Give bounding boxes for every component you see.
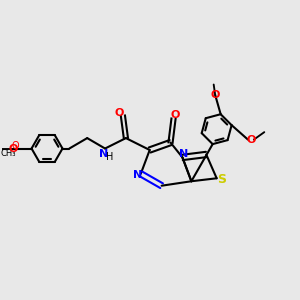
Text: H: H <box>106 152 113 162</box>
Text: N: N <box>99 149 108 159</box>
Text: O: O <box>247 135 256 145</box>
Text: N: N <box>179 149 189 159</box>
Text: O: O <box>115 108 124 118</box>
Text: CH₃: CH₃ <box>1 149 16 158</box>
Text: O: O <box>170 110 180 120</box>
Text: O: O <box>211 90 220 100</box>
Text: O: O <box>8 143 17 154</box>
Text: N: N <box>133 170 142 180</box>
Text: S: S <box>217 173 226 186</box>
Text: O: O <box>12 141 20 151</box>
